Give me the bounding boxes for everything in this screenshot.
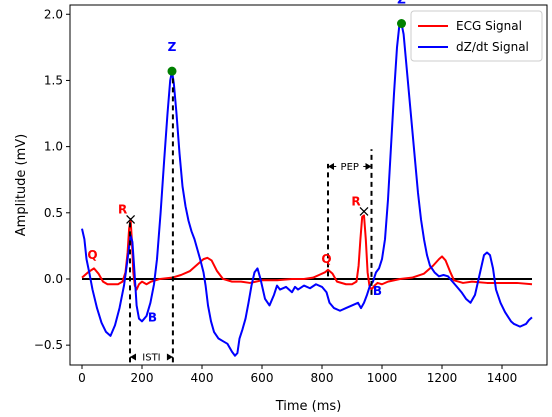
point-label-q-1: Q <box>321 252 331 266</box>
y-tick-label-2: 0.5 <box>44 206 63 220</box>
marker-r-2-point <box>126 214 136 224</box>
dzdt-signal-line <box>81 22 533 357</box>
plot-area: ISTI PEP Z Z R R Q Q B B <box>81 0 533 364</box>
x-tick-label-0: 0 <box>78 371 86 385</box>
marker-z-0-label: Z <box>168 40 177 54</box>
x-tick-label-800: 800 <box>311 371 334 385</box>
legend-label-dzdt: dZ/dt Signal <box>456 40 529 54</box>
interval-isti-label: ISTI <box>142 353 160 364</box>
marker-z-1-point <box>397 19 406 29</box>
marker-r-3-point <box>359 207 369 216</box>
x-tick-label-1400: 1400 <box>487 371 518 385</box>
marker-z-0-point <box>167 66 177 76</box>
interval-pep-label: PEP <box>341 162 359 173</box>
y-tick-label-5: 2.0 <box>44 7 63 21</box>
plot-frame <box>69 4 548 366</box>
x-axis: 0 200 400 600 800 1000 1200 1400 <box>78 365 517 385</box>
point-label-q-0: Q <box>87 248 97 262</box>
y-axis-label: Amplitude (mV) <box>14 134 29 236</box>
interval-isti-arrow-left <box>130 353 136 361</box>
interval-pep-arrow-right <box>365 162 372 170</box>
y-tick-label-0: −0.5 <box>34 338 63 352</box>
marker-r-2-label: R <box>118 202 127 216</box>
legend-box <box>410 10 543 62</box>
x-tick-label-400: 400 <box>191 371 214 385</box>
legend-label-ecg: ECG Signal <box>456 19 522 33</box>
x-tick-label-1200: 1200 <box>427 371 458 385</box>
y-tick-label-1: 0.0 <box>44 272 63 286</box>
annotation-layer: ISTI PEP Z Z R R Q Q B B <box>87 0 406 364</box>
interval-pep-arrow-left <box>328 162 334 170</box>
point-label-b-2: B <box>148 310 157 324</box>
y-tick-label-3: 1.0 <box>44 140 63 154</box>
marker-r-3-label: R <box>351 194 360 208</box>
y-axis: −0.5 0.0 0.5 1.0 1.5 2.0 <box>34 7 70 352</box>
x-tick-label-1000: 1000 <box>367 371 398 385</box>
marker-z-1-label: Z <box>397 0 406 7</box>
x-tick-label-600: 600 <box>251 371 274 385</box>
interval-isti-arrow-right <box>166 353 173 361</box>
x-tick-label-200: 200 <box>131 371 154 385</box>
point-label-b-3: B <box>373 284 382 298</box>
y-tick-label-4: 1.5 <box>44 73 63 87</box>
x-axis-label: Time (ms) <box>275 399 342 414</box>
legend: ECG Signal dZ/dt Signal <box>410 10 543 62</box>
